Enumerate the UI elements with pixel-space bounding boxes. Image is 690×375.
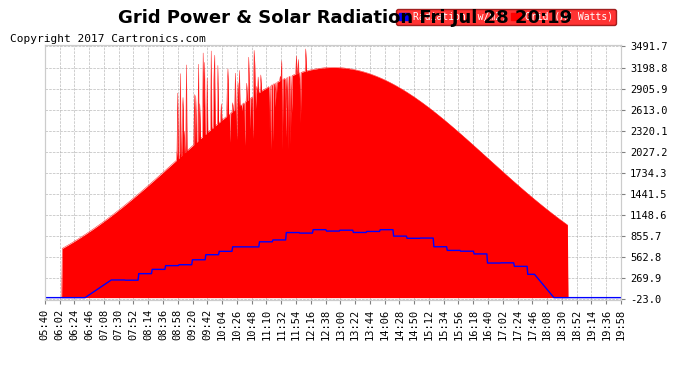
Text: Copyright 2017 Cartronics.com: Copyright 2017 Cartronics.com <box>10 34 206 44</box>
Text: Grid Power & Solar Radiation Fri Jul 28 20:19: Grid Power & Solar Radiation Fri Jul 28 … <box>118 9 572 27</box>
Legend: Radiation (w/m2), Grid (AC Watts): Radiation (w/m2), Grid (AC Watts) <box>396 9 616 25</box>
